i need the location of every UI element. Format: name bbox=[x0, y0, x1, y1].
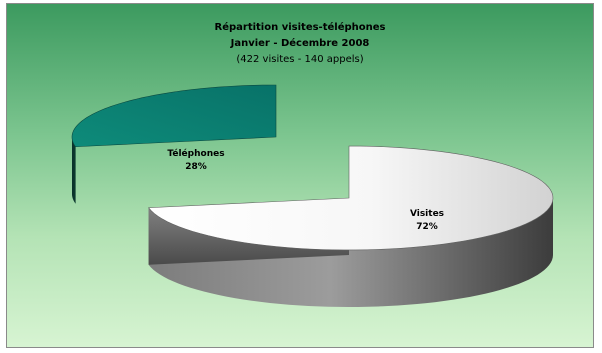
chart-title: Répartition visites-téléphones bbox=[214, 22, 386, 33]
slice-label-telephones: Téléphones 28% bbox=[149, 148, 243, 174]
telephones-slice-top bbox=[71, 84, 277, 148]
visites-side-wall bbox=[148, 198, 554, 307]
slice-category-visites: Visites bbox=[409, 209, 445, 219]
chart-area: Répartition visites-téléphones Janvier -… bbox=[6, 3, 594, 348]
slice-value-visites: 72% bbox=[416, 222, 438, 232]
slice-label-visites: Visites 72% bbox=[380, 208, 474, 234]
chart-note: (422 visites - 140 appels) bbox=[236, 54, 364, 65]
telephones-side-wall bbox=[72, 137, 76, 204]
slice-category-telephones: Téléphones bbox=[167, 149, 225, 159]
visites-slice-top bbox=[147, 145, 554, 251]
chart-subtitle: Janvier - Décembre 2008 bbox=[230, 38, 370, 49]
pie-chart bbox=[71, 84, 554, 307]
slice-value-telephones: 28% bbox=[185, 162, 207, 172]
